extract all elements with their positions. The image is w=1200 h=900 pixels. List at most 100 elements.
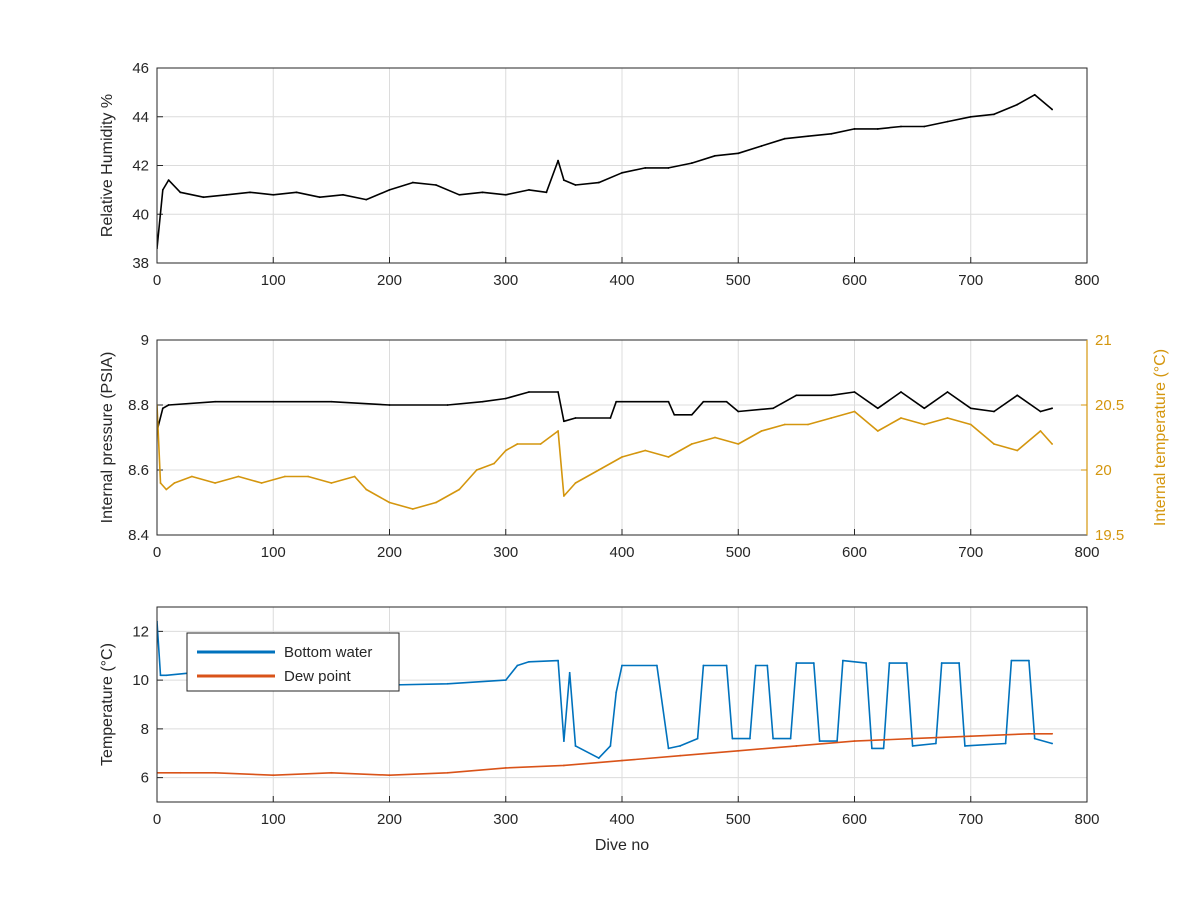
data-point	[562, 764, 565, 767]
data-point	[159, 482, 162, 484]
data-point	[731, 737, 734, 740]
data-point	[249, 191, 251, 194]
data-point	[562, 740, 565, 742]
data-point	[574, 745, 577, 747]
data-point	[964, 745, 966, 747]
data-point	[365, 488, 368, 491]
data-point	[812, 662, 815, 664]
data-point	[330, 400, 333, 403]
y-tick-label: 42	[132, 158, 149, 175]
x-tick-label: 200	[377, 811, 402, 828]
data-point	[679, 754, 682, 757]
y-tick-label: 40	[132, 206, 149, 223]
data-point	[609, 417, 612, 419]
data-point	[574, 482, 577, 484]
data-point	[1033, 93, 1036, 96]
data-point	[388, 774, 391, 777]
x-tick-label: 800	[1074, 272, 1099, 289]
data-point	[1051, 742, 1054, 745]
data-point	[667, 400, 670, 403]
data-point	[260, 482, 263, 484]
data-point	[214, 771, 217, 774]
data-point	[900, 391, 902, 393]
data-point	[911, 745, 914, 747]
data-point	[969, 735, 972, 738]
y-tick-label: 10	[132, 672, 149, 689]
data-point	[597, 181, 600, 184]
data-point	[923, 423, 926, 426]
y-tick-label: 8.4	[128, 527, 149, 544]
data-point	[1051, 443, 1054, 445]
data-point	[481, 191, 484, 194]
x-tick-label: 800	[1074, 811, 1099, 828]
data-point	[853, 128, 856, 130]
data-point	[615, 400, 618, 403]
x-tick-label: 300	[493, 272, 518, 289]
data-point	[621, 456, 623, 458]
data-point	[159, 674, 162, 677]
x-tick-label: 400	[609, 272, 634, 289]
data-point	[272, 400, 275, 403]
data-point	[539, 443, 542, 445]
data-point	[1016, 103, 1019, 106]
series-1	[157, 620, 1054, 760]
x-tick-label: 0	[153, 272, 161, 289]
x-tick-label: 100	[261, 272, 286, 289]
data-point	[562, 420, 565, 423]
axes-frame	[156, 67, 1088, 264]
y-tick-label: 8	[141, 721, 149, 738]
data-point	[214, 400, 217, 403]
y-axis-label: Temperature (°C)	[99, 643, 116, 766]
data-point	[272, 193, 275, 196]
data-point	[795, 745, 798, 747]
data-point	[557, 430, 559, 432]
x-tick-label: 700	[958, 544, 983, 561]
y-axis-label: Internal pressure (PSIA)	[99, 352, 116, 524]
y-right-tick-label: 20	[1095, 462, 1112, 479]
data-point	[969, 407, 972, 410]
data-point	[353, 475, 356, 478]
data-point	[388, 188, 391, 191]
data-point	[1051, 108, 1054, 111]
data-point	[673, 413, 676, 416]
data-point	[446, 771, 449, 774]
x-axis-label: Dive no	[595, 837, 649, 854]
data-point	[1010, 659, 1013, 662]
data-point	[388, 501, 391, 504]
data-point	[667, 167, 670, 169]
data-point	[481, 400, 484, 403]
x-tick-label: 700	[958, 811, 983, 828]
data-point	[830, 394, 833, 397]
data-point	[1051, 407, 1054, 410]
data-point	[504, 397, 507, 400]
series-1	[157, 391, 1054, 432]
data-point	[283, 475, 286, 478]
y-right-tick-label: 21	[1095, 332, 1112, 349]
x-tick-label: 200	[377, 544, 402, 561]
data-point	[597, 469, 600, 471]
x-tick-label: 300	[493, 544, 518, 561]
data-point	[766, 664, 769, 667]
data-point	[772, 737, 775, 740]
data-point	[365, 198, 368, 201]
data-point	[679, 745, 682, 747]
data-point	[435, 184, 437, 186]
x-tick-label: 100	[261, 544, 286, 561]
data-point	[1027, 659, 1030, 662]
data-point	[179, 191, 182, 194]
legend-entry: Dew point	[284, 668, 352, 685]
data-point	[528, 391, 530, 393]
data-point	[435, 501, 437, 504]
series-line	[157, 94, 1053, 249]
data-point	[504, 766, 507, 769]
x-tick-label: 600	[842, 811, 867, 828]
data-point	[557, 659, 559, 662]
data-point	[748, 737, 751, 740]
data-point	[772, 407, 775, 410]
data-point	[615, 691, 618, 694]
data-point	[214, 482, 217, 484]
series-line	[157, 621, 1053, 759]
x-tick-label: 200	[377, 272, 402, 289]
data-point	[1051, 732, 1054, 735]
data-point	[516, 443, 519, 445]
